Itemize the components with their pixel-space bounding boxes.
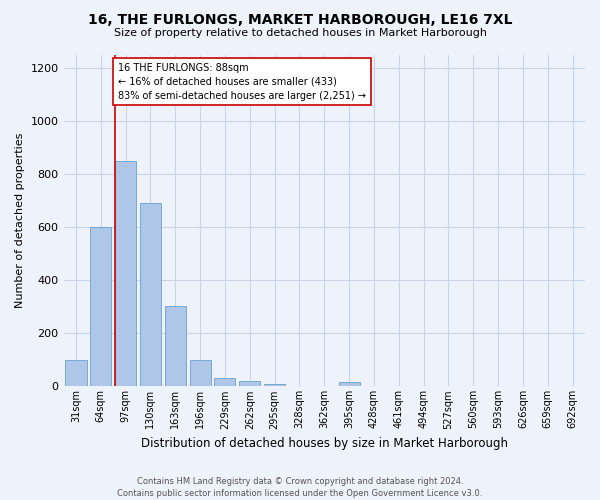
Bar [239, 381, 260, 386]
Bar [190, 360, 211, 386]
Text: Contains HM Land Registry data © Crown copyright and database right 2024.
Contai: Contains HM Land Registry data © Crown c… [118, 476, 482, 498]
Text: Size of property relative to detached houses in Market Harborough: Size of property relative to detached ho… [113, 28, 487, 38]
Text: 16 THE FURLONGS: 88sqm
← 16% of detached houses are smaller (433)
83% of semi-de: 16 THE FURLONGS: 88sqm ← 16% of detached… [118, 62, 366, 100]
Bar [338, 382, 359, 386]
Bar [140, 204, 161, 386]
Bar [90, 228, 112, 386]
X-axis label: Distribution of detached houses by size in Market Harborough: Distribution of detached houses by size … [141, 437, 508, 450]
Bar [214, 378, 235, 386]
Bar [115, 161, 136, 386]
Y-axis label: Number of detached properties: Number of detached properties [15, 133, 25, 308]
Bar [165, 306, 186, 386]
Text: 16, THE FURLONGS, MARKET HARBOROUGH, LE16 7XL: 16, THE FURLONGS, MARKET HARBOROUGH, LE1… [88, 12, 512, 26]
Bar [65, 360, 86, 386]
Bar [264, 384, 285, 386]
